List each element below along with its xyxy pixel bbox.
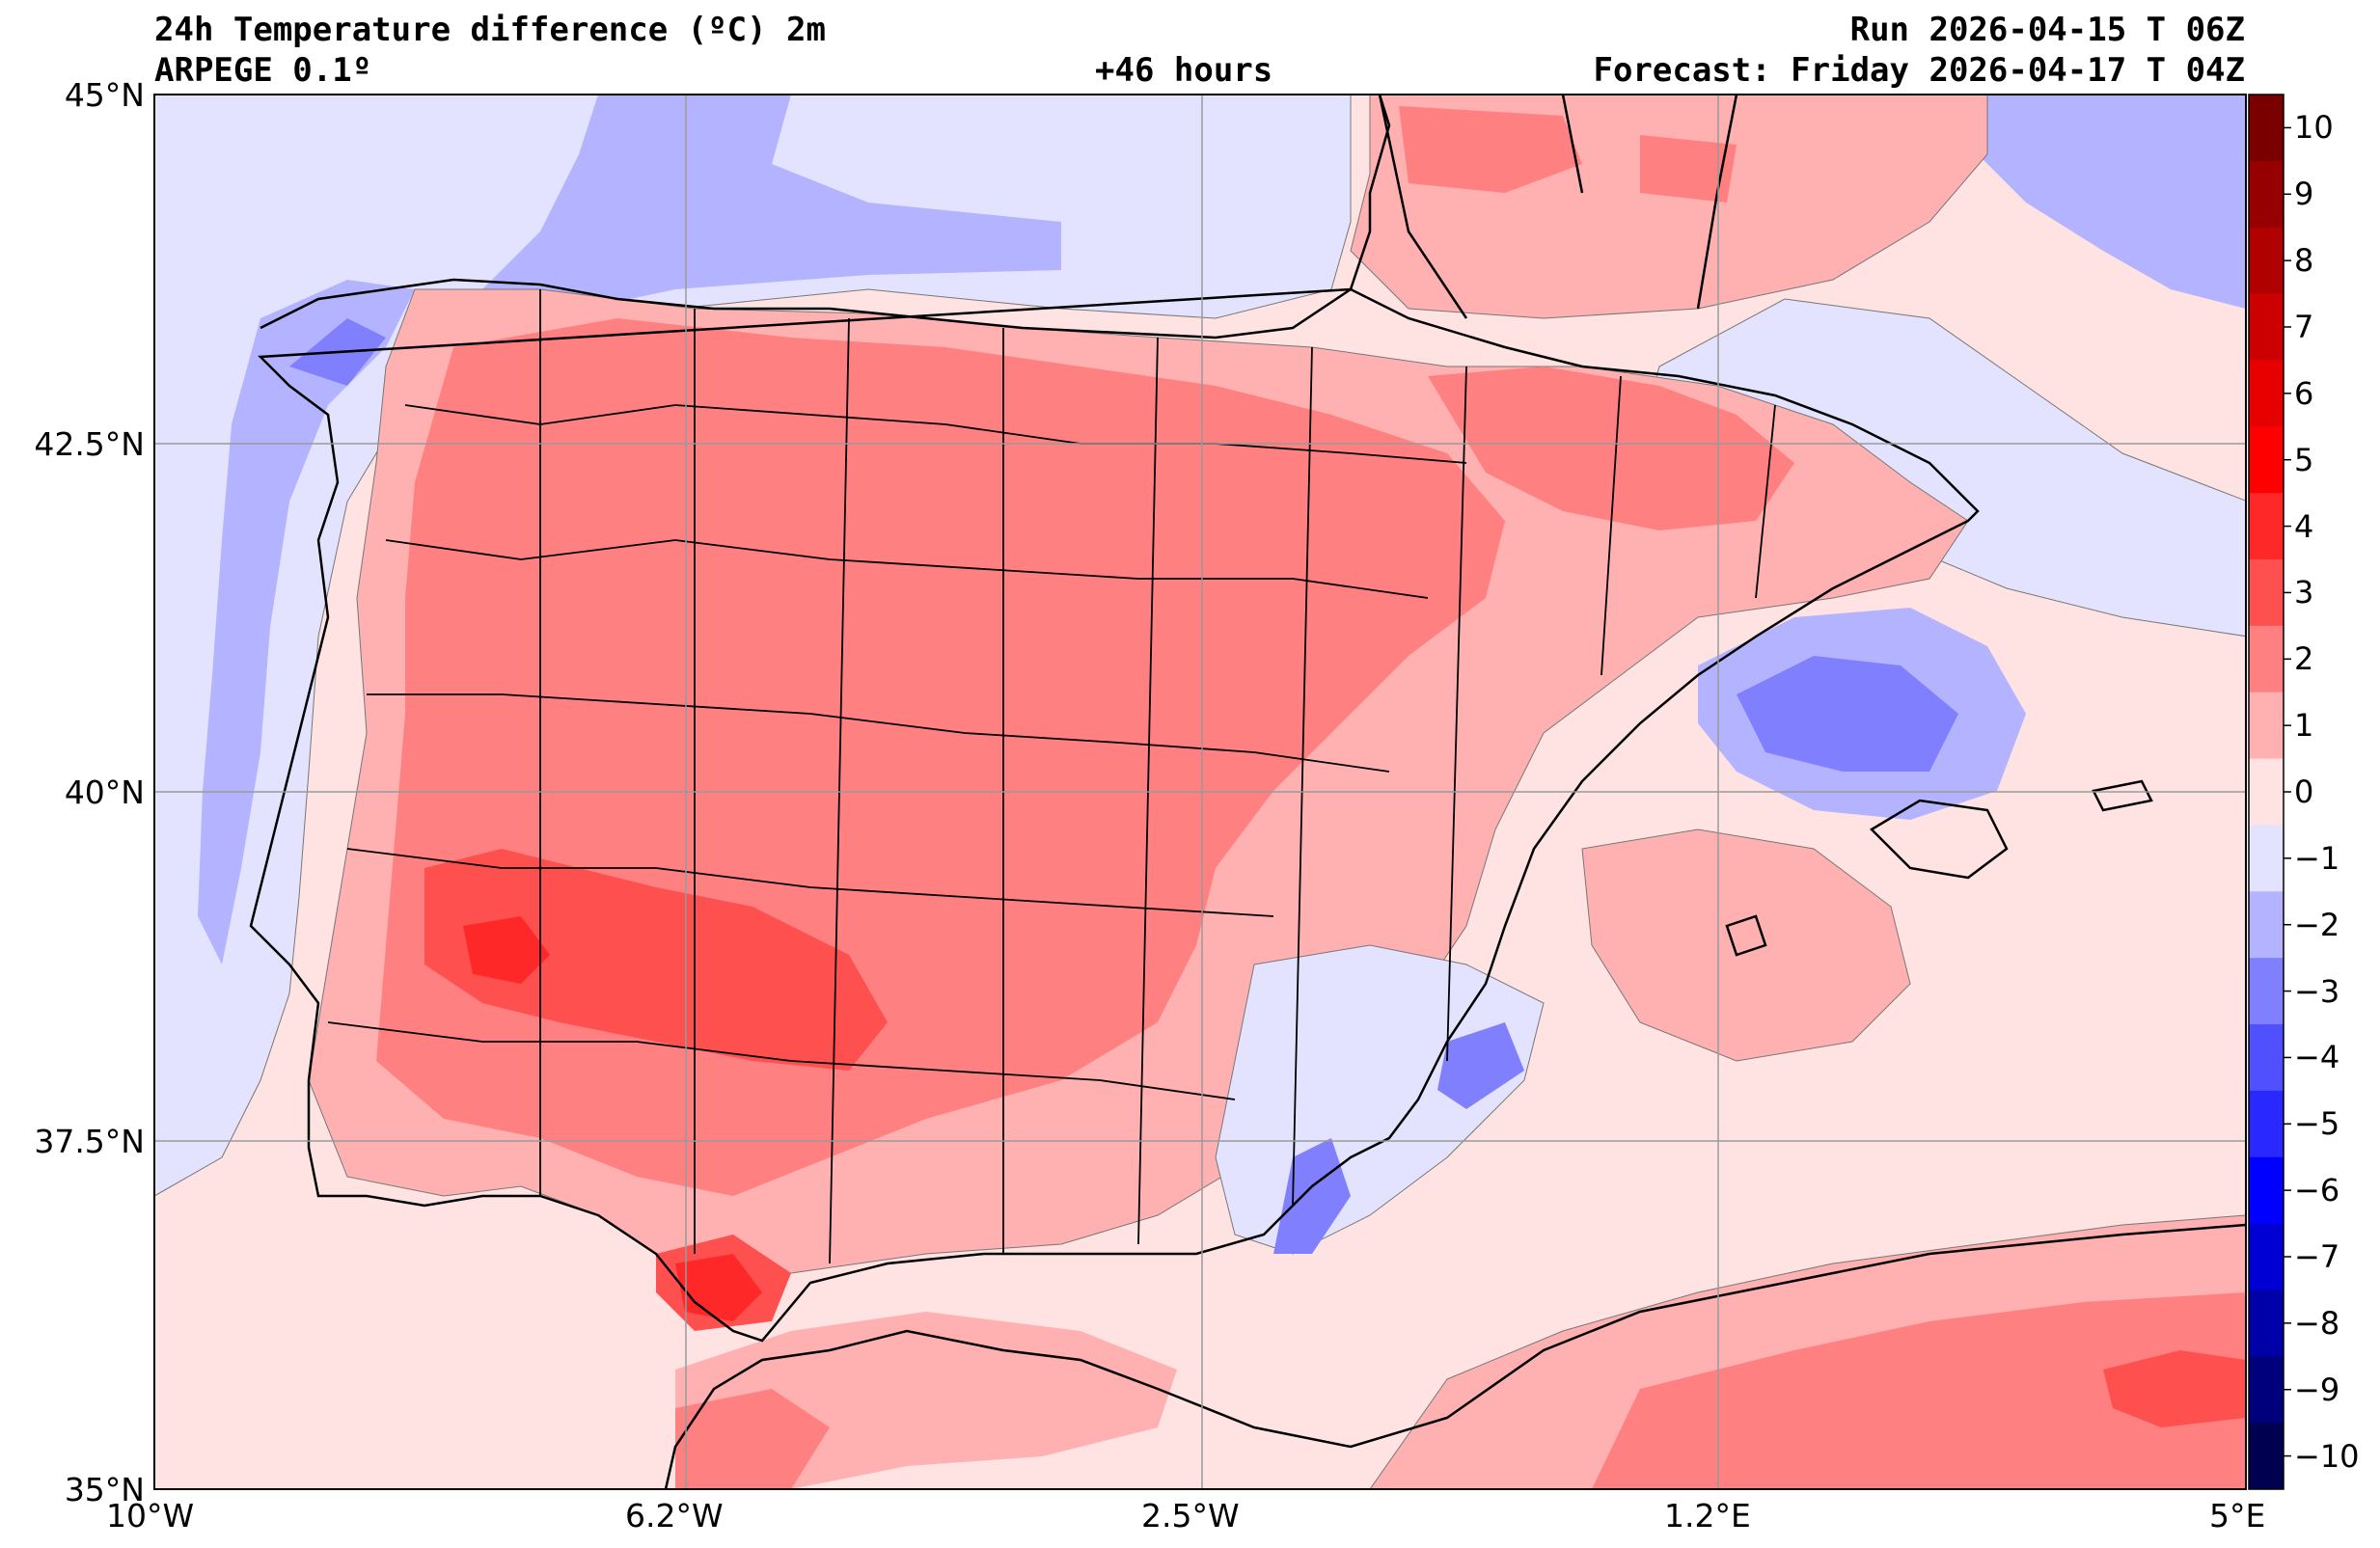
map-frame xyxy=(153,94,2247,1490)
coastlines xyxy=(249,95,2246,1489)
extremadura-hottest xyxy=(463,916,550,984)
morocco-warmer xyxy=(675,1389,830,1489)
colorbar-tick-label: −8 xyxy=(2294,1304,2340,1342)
colorbar-swatch xyxy=(2249,360,2284,427)
gridlines xyxy=(154,95,2246,1489)
colorbar-swatch xyxy=(2249,95,2284,162)
colorbar xyxy=(2249,95,2291,1490)
colorbar-swatch xyxy=(2249,1356,2284,1424)
southeast-cool-core xyxy=(1273,1022,1524,1254)
colorbar-swatch xyxy=(2249,1024,2284,1092)
colorbar-swatch xyxy=(2249,293,2284,361)
colorbar-swatch xyxy=(2249,559,2284,627)
colorbar-tick-label: −5 xyxy=(2294,1105,2340,1143)
mallorca-coastline xyxy=(1869,799,2009,880)
iberia-coastline xyxy=(249,95,1980,1343)
colorbar-tick-label: 1 xyxy=(2294,707,2314,745)
mediterranean-warm-patch xyxy=(1581,828,1911,1062)
model-name: ARPEGE 0.1º xyxy=(154,51,372,90)
colorbar-tick-label: 4 xyxy=(2294,507,2314,545)
france-border xyxy=(1378,95,1738,319)
colorbar-swatch xyxy=(2249,758,2284,826)
lon-label-1-2e: 1.2°E xyxy=(1664,1497,1751,1534)
forecast-valid-time: Forecast: Friday 2026-04-17 T 04Z xyxy=(1593,51,2245,90)
menorca-coastline xyxy=(2092,779,2153,812)
ibiza-coastline xyxy=(1725,914,1767,957)
colorbar-tick-label: −10 xyxy=(2294,1437,2360,1475)
colorbar-frame xyxy=(2248,94,2284,1490)
lat-label-45n: 45°N xyxy=(64,76,145,114)
colorbar-swatch xyxy=(2249,160,2284,229)
colorbar-tick-label: 9 xyxy=(2294,176,2314,213)
north-africa-warmer xyxy=(1592,1292,2246,1489)
galicia-cool-patch xyxy=(198,280,415,964)
colorbar-swatch xyxy=(2249,958,2284,1025)
alps-cool-patch xyxy=(1978,95,2246,309)
lon-label-10w: 10°W xyxy=(106,1497,195,1534)
colorbar-swatch xyxy=(2249,1156,2284,1225)
map-title: 24h Temperature difference (ºC) 2m xyxy=(154,11,826,49)
colorbar-swatch xyxy=(2249,227,2284,295)
north-africa-coastline xyxy=(664,1223,2246,1489)
colorbar-swatch xyxy=(2249,1290,2284,1357)
colorbar-tick-label: −7 xyxy=(2294,1238,2340,1275)
lat-label-42-5n: 42.5°N xyxy=(34,425,145,463)
lon-label-6-2w: 6.2°W xyxy=(625,1497,724,1534)
colorbar-swatch xyxy=(2249,692,2284,760)
colorbar-tick-label: −3 xyxy=(2294,972,2340,1010)
france-warm-spots xyxy=(1399,106,1737,203)
colorbar-swatch xyxy=(2249,625,2284,693)
colorbar-tick-label: 5 xyxy=(2294,441,2314,478)
colorbar-swatch xyxy=(2249,825,2284,892)
colorbar-tick-label: 8 xyxy=(2294,242,2314,280)
colorbar-tick-label: −1 xyxy=(2294,839,2340,877)
colorbar-tick-label: 10 xyxy=(2294,109,2334,147)
colorbar-swatch xyxy=(2249,1090,2284,1158)
north-africa-hot-spot xyxy=(2103,1350,2246,1427)
colorbar-tick-label: 2 xyxy=(2294,640,2314,678)
biscay-cool-patch xyxy=(463,95,1061,318)
forecast-lead-time: +46 hours xyxy=(1095,51,1273,90)
catalonia-warm-field xyxy=(1428,367,1794,530)
colorbar-tick-label: −9 xyxy=(2294,1371,2340,1408)
lat-label-37-5n: 37.5°N xyxy=(34,1123,145,1160)
lon-label-5e: 5°E xyxy=(2209,1497,2266,1534)
colorbar-tick-label: 0 xyxy=(2294,774,2314,810)
colorbar-tick-label: 6 xyxy=(2294,374,2314,412)
lon-label-2-5w: 2.5°W xyxy=(1141,1497,1240,1534)
colorbar-tick-label: 3 xyxy=(2294,574,2314,611)
run-time: Run 2026-04-15 T 06Z xyxy=(1849,11,2245,49)
lat-label-40n: 40°N xyxy=(64,774,145,811)
colorbar-tick-label: −2 xyxy=(2294,906,2340,943)
colorbar-tick-label: −6 xyxy=(2294,1172,2340,1209)
colorbar-swatch xyxy=(2249,1223,2284,1290)
colorbar-swatch xyxy=(2249,493,2284,560)
lat-label-35n: 35°N xyxy=(64,1471,145,1508)
colorbar-swatch xyxy=(2249,891,2284,959)
colorbar-tick-label: 7 xyxy=(2294,309,2314,345)
colorbar-swatch xyxy=(2249,426,2284,494)
balearic-cool-core xyxy=(1737,656,1958,772)
province-lines xyxy=(327,289,1776,1264)
province-boundaries xyxy=(327,289,1776,1264)
colorbar-swatch xyxy=(2249,1423,2284,1490)
colorbar-tick-label: −4 xyxy=(2294,1039,2340,1076)
